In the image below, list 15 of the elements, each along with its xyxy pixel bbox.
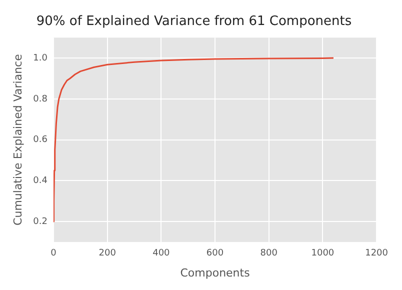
x-tick-label: 1200 <box>365 248 388 259</box>
x-tick-label: 1000 <box>311 248 334 259</box>
x-tick-label: 200 <box>98 248 116 259</box>
y-tick-label: 0.2 <box>33 216 48 227</box>
y-tick-label: 0.6 <box>33 135 48 146</box>
chart-title: 90% of Explained Variance from 61 Components <box>36 14 352 30</box>
y-tick-label: 0.4 <box>33 176 48 186</box>
y-tick-label: 0.8 <box>33 94 48 104</box>
x-tick-label: 0 <box>50 248 57 259</box>
x-axis-title: Components <box>180 266 250 280</box>
x-tick-label: 600 <box>206 248 224 259</box>
y-axis-title: Cumulative Explained Variance <box>11 54 24 226</box>
x-tick-label: 400 <box>152 248 170 259</box>
x-tick-label: 800 <box>260 248 278 259</box>
y-tick-label: 1.0 <box>33 53 48 64</box>
